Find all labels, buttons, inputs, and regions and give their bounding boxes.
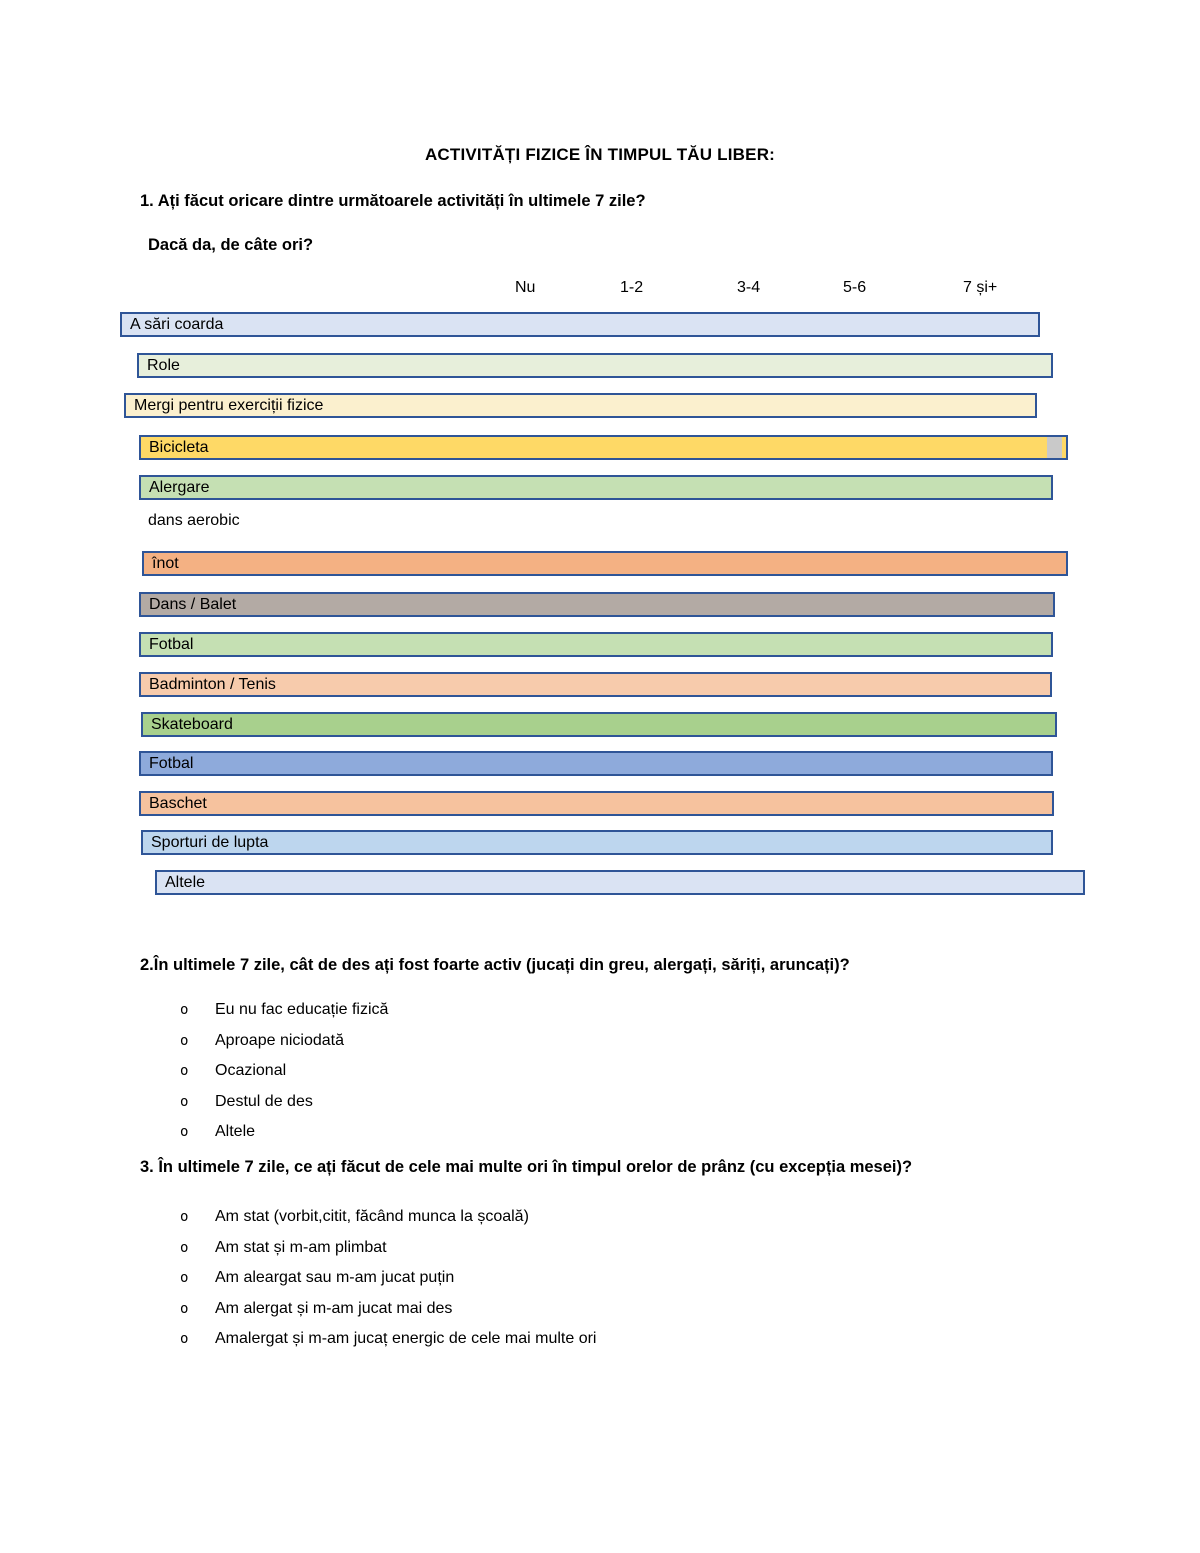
- activity-bar: Skateboard: [141, 712, 1057, 737]
- bullet-item: o Amalergat și m-am jucaț energic de cele…: [180, 1330, 1080, 1349]
- question-1-subtext: Dacă da, de câte ori?: [148, 236, 314, 254]
- activity-bar-label: Alergare: [149, 478, 210, 496]
- activity-bar-label: Altele: [165, 873, 206, 891]
- frequency-header-1-2: 1-2: [620, 279, 644, 296]
- bullet-marker: o: [180, 1239, 189, 1256]
- document-title: ACTIVITĂȚI FIZICE ÎN TIMPUL TĂU LIBER:: [424, 145, 776, 164]
- bullet-marker: o: [180, 1063, 189, 1079]
- bullet-item: o Am alergat și m-am jucat mai des: [180, 1300, 1080, 1319]
- bullet-item: o Am aleargat sau m-am jucat puțin: [180, 1269, 1080, 1288]
- bullet-marker: o: [180, 1331, 189, 1347]
- activity-bar-label: A sări coarda: [130, 315, 224, 333]
- question-1-text: 1. Ați făcut oricare dintre următoarele …: [140, 192, 646, 210]
- bullet-item: o Am stat și m-am plimbat: [180, 1239, 1080, 1258]
- bullet-text: Am stat și m-am plimbat: [215, 1238, 387, 1256]
- activity-bar: Fotbal: [139, 751, 1053, 776]
- activity-bar-label: Sporturi de lupta: [151, 833, 269, 851]
- bullet-text: Destul de des: [215, 1092, 313, 1110]
- activity-bar: Dans / Balet: [139, 592, 1055, 617]
- bullet-marker: o: [180, 1300, 189, 1317]
- bullet-item: o Aproape niciodată: [180, 1032, 1080, 1051]
- bullet-text: Am alergat și m-am jucat mai des: [215, 1299, 453, 1317]
- bullet-marker: o: [180, 1209, 189, 1225]
- frequency-header-5-6: 5-6: [843, 279, 867, 296]
- bullet-item: o Am stat (vorbit,citit, făcând munca la …: [180, 1208, 1080, 1227]
- bullet-text: Altele: [215, 1123, 256, 1140]
- question-3-text: 3. În ultimele 7 zile, ce ați făcut de c…: [140, 1158, 913, 1176]
- bar-end-cap: [1047, 437, 1062, 458]
- activity-bar: Fotbal: [139, 632, 1053, 657]
- question-2-options: o Eu nu fac educație fizică o Aproape nicio…: [180, 1001, 1080, 1154]
- activity-bar: Sporturi de lupta: [141, 830, 1053, 855]
- bullet-text: Amalergat și m-am jucaț energic de cele …: [215, 1330, 597, 1347]
- activity-bar-label: Dans / Balet: [149, 595, 237, 613]
- activity-bar-label: înot: [152, 554, 179, 572]
- activity-bar-label: Baschet: [149, 794, 207, 812]
- activity-bar: Badminton / Tenis: [139, 672, 1052, 697]
- activity-bar-label: Badminton / Tenis: [149, 675, 276, 693]
- activity-bar: înot: [142, 551, 1068, 576]
- bullet-text: Eu nu fac educație fizică: [215, 1001, 389, 1018]
- bullet-item: o Altele: [180, 1123, 1080, 1142]
- bullet-text: Am aleargat sau m-am jucat puțin: [215, 1269, 455, 1286]
- bullet-marker: o: [180, 1093, 189, 1110]
- activity-bar-label: Fotbal: [149, 635, 194, 653]
- activity-bar: Alergare: [139, 475, 1053, 500]
- frequency-header-3-4: 3-4: [737, 279, 761, 296]
- activity-bar-label: Bicicleta: [149, 438, 209, 456]
- bullet-marker: o: [180, 1002, 189, 1018]
- activity-bar: A sări coarda: [120, 312, 1040, 337]
- activity-bar-label: Skateboard: [151, 715, 233, 733]
- question-3-options: o Am stat (vorbit,citit, făcând munca la …: [180, 1208, 1080, 1361]
- bullet-text: Aproape niciodată: [215, 1031, 344, 1049]
- activity-bar: Role: [137, 353, 1053, 378]
- activity-bar-label: Fotbal: [149, 754, 194, 772]
- bullet-text: Am stat (vorbit,citit, făcând munca la ș…: [215, 1208, 529, 1225]
- bullet-marker: o: [180, 1124, 189, 1140]
- bullet-item: o Destul de des: [180, 1093, 1080, 1112]
- question-2-text: 2.În ultimele 7 zile, cât de des ați fos…: [140, 956, 850, 974]
- bullet-item: o Ocazional: [180, 1062, 1080, 1081]
- bullet-marker: o: [180, 1032, 189, 1049]
- activity-bar: Mergi pentru exerciții fizice: [124, 393, 1037, 418]
- activity-bar-label: Mergi pentru exerciții fizice: [134, 396, 324, 414]
- frequency-header-7plus: 7 și+: [963, 279, 998, 296]
- activity-bar: Altele: [155, 870, 1085, 895]
- bullet-marker: o: [180, 1270, 189, 1286]
- activity-bar: Baschet: [139, 791, 1054, 816]
- bullet-item: o Eu nu fac educație fizică: [180, 1001, 1080, 1020]
- activity-bar: Bicicleta: [139, 435, 1068, 460]
- frequency-header-nu: Nu: [515, 279, 536, 296]
- bullet-text: Ocazional: [215, 1062, 287, 1079]
- activity-label: dans aerobic: [148, 512, 240, 529]
- activities-list: A sări coarda Role Mergi pentru exerciții …: [120, 312, 1085, 895]
- activity-bar-label: Role: [147, 356, 180, 374]
